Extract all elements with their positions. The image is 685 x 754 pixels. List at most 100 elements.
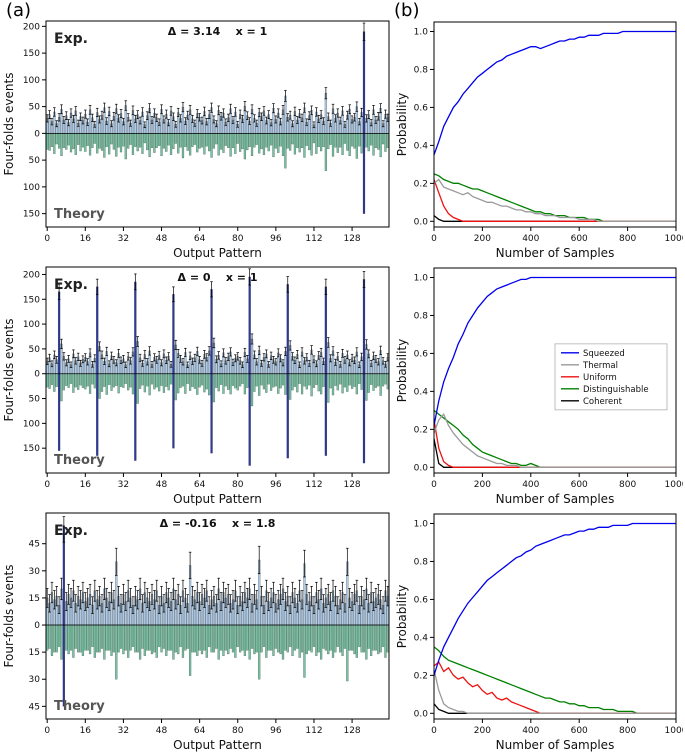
- svg-text:48: 48: [156, 234, 168, 244]
- svg-text:1000: 1000: [665, 234, 683, 244]
- xlabel: Output Pattern: [173, 246, 262, 260]
- svg-text:48: 48: [156, 480, 168, 490]
- svg-text:15: 15: [29, 648, 40, 658]
- svg-text:64: 64: [194, 480, 206, 490]
- svg-text:96: 96: [270, 726, 282, 736]
- svg-text:0.4: 0.4: [414, 387, 429, 397]
- bar2-svg: 200 150 100 50 0 50 100 150 0 16 32 48 64 80 96 112 128 Δ…: [2, 266, 390, 506]
- bars-theory: [46, 133, 389, 214]
- legend-label: Uniform: [583, 373, 617, 383]
- svg-text:0.6: 0.6: [414, 595, 429, 605]
- bar-chart-delta-neg-0.16: 45 30 15 0 15 30 45 0 16 32 48 64 80 96 112 128 Δ = -0.1…: [2, 508, 394, 754]
- ylabel: Four-folds events: [2, 73, 16, 176]
- bars-exp: [45, 516, 390, 626]
- svg-text:80: 80: [232, 234, 244, 244]
- svg-text:200: 200: [474, 726, 491, 736]
- svg-text:16: 16: [80, 234, 92, 244]
- line-thermal: [433, 669, 676, 714]
- svg-text:16: 16: [80, 726, 92, 736]
- exp-label: Exp.: [54, 523, 88, 539]
- ylabel: Probability: [396, 339, 409, 402]
- xlabel: Output Pattern: [173, 738, 262, 752]
- svg-text:100: 100: [23, 183, 40, 193]
- probability-chart-2: 0.0 0.2 0.4 0.6 0.8 1.0 0 200 400 600 800 1000 Squee…: [395, 262, 685, 510]
- svg-text:0.8: 0.8: [414, 557, 429, 567]
- exp-label: Exp.: [54, 277, 88, 293]
- theory-label: Theory: [54, 699, 105, 714]
- ylabel: Four-folds events: [2, 319, 16, 422]
- svg-text:50: 50: [29, 156, 41, 166]
- exp-label: Exp.: [54, 31, 88, 47]
- legend-label: Thermal: [582, 361, 618, 371]
- svg-text:0: 0: [34, 129, 40, 139]
- axes-ticks: 0.0 0.2 0.4 0.6 0.8 1.0 0 200 400 600 800 1000: [414, 519, 685, 736]
- bars-theory: [46, 373, 389, 466]
- bars-theory: [46, 624, 389, 707]
- svg-text:800: 800: [619, 234, 636, 244]
- svg-text:100: 100: [23, 76, 40, 86]
- svg-text:32: 32: [118, 480, 129, 490]
- svg-text:0: 0: [44, 726, 50, 736]
- svg-text:1.0: 1.0: [414, 519, 429, 529]
- svg-text:0.4: 0.4: [414, 141, 429, 151]
- svg-text:400: 400: [522, 480, 539, 490]
- svg-text:1.0: 1.0: [414, 273, 429, 283]
- svg-text:128: 128: [343, 726, 360, 736]
- bar3-svg: 45 30 15 0 15 30 45 0 16 32 48 64 80 96 112 128 Δ = -0.1…: [2, 512, 390, 752]
- svg-text:50: 50: [29, 395, 41, 405]
- svg-text:0: 0: [431, 726, 437, 736]
- annotation: Δ = 0 x = 1: [178, 271, 258, 284]
- ylabel: Probability: [396, 93, 409, 156]
- svg-text:112: 112: [305, 234, 322, 244]
- ylabel: Probability: [396, 585, 409, 648]
- bars-exp: [45, 268, 390, 374]
- svg-text:50: 50: [29, 345, 41, 355]
- theory-label: Theory: [54, 207, 105, 222]
- svg-text:128: 128: [343, 480, 360, 490]
- svg-text:80: 80: [232, 726, 244, 736]
- svg-text:150: 150: [23, 49, 40, 59]
- legend-label: Coherent: [583, 397, 623, 407]
- svg-text:200: 200: [23, 22, 40, 32]
- line1-svg: 0.0 0.2 0.4 0.6 0.8 1.0 0 200 400 600 800 1000 Numbe…: [395, 21, 685, 260]
- ylabel: Four-folds events: [2, 565, 16, 668]
- axes-ticks: 200 150 100 50 0 50 100 150 0 16 32 48 64 80 96 112 128: [23, 270, 361, 490]
- svg-text:112: 112: [305, 480, 322, 490]
- svg-text:1000: 1000: [665, 480, 683, 490]
- svg-text:30: 30: [29, 567, 41, 577]
- svg-text:150: 150: [23, 444, 40, 454]
- svg-text:0.0: 0.0: [414, 463, 429, 473]
- svg-text:64: 64: [194, 726, 206, 736]
- svg-text:16: 16: [80, 480, 92, 490]
- probability-chart-3: 0.0 0.2 0.4 0.6 0.8 1.0 0 200 400 600 800 1000 Numbe…: [395, 508, 685, 754]
- bar-chart-delta-0: 200 150 100 50 0 50 100 150 0 16 32 48 64 80 96 112 128 Δ…: [2, 262, 394, 510]
- svg-text:0.8: 0.8: [414, 65, 429, 75]
- svg-text:64: 64: [194, 234, 206, 244]
- svg-text:50: 50: [29, 103, 41, 113]
- theory-label: Theory: [54, 453, 105, 468]
- svg-text:800: 800: [619, 480, 636, 490]
- svg-text:1.0: 1.0: [414, 27, 429, 37]
- line-squeezed: [433, 522, 676, 676]
- annotation: Δ = 3.14 x = 1: [168, 25, 267, 38]
- panel-a-label: (a): [6, 0, 32, 21]
- xlabel: Number of Samples: [496, 738, 615, 752]
- line2-svg: 0.0 0.2 0.4 0.6 0.8 1.0 0 200 400 600 800 1000 Squee…: [395, 267, 685, 506]
- svg-text:200: 200: [23, 270, 40, 280]
- probability-chart-1: 0.0 0.2 0.4 0.6 0.8 1.0 0 200 400 600 800 1000 Numbe…: [395, 16, 685, 264]
- svg-text:1000: 1000: [665, 726, 683, 736]
- svg-text:96: 96: [270, 234, 282, 244]
- axes-ticks: 0.0 0.2 0.4 0.6 0.8 1.0 0 200 400 600 800 1000: [414, 273, 685, 490]
- svg-text:0.6: 0.6: [414, 103, 429, 113]
- svg-text:100: 100: [23, 419, 40, 429]
- svg-text:0.2: 0.2: [414, 179, 428, 189]
- svg-text:128: 128: [343, 234, 360, 244]
- svg-text:800: 800: [619, 726, 636, 736]
- svg-text:48: 48: [156, 726, 168, 736]
- xlabel: Number of Samples: [496, 246, 615, 260]
- svg-text:200: 200: [474, 234, 491, 244]
- svg-text:0: 0: [431, 480, 437, 490]
- svg-text:32: 32: [118, 726, 129, 736]
- line-squeezed: [433, 276, 676, 426]
- svg-text:80: 80: [232, 480, 244, 490]
